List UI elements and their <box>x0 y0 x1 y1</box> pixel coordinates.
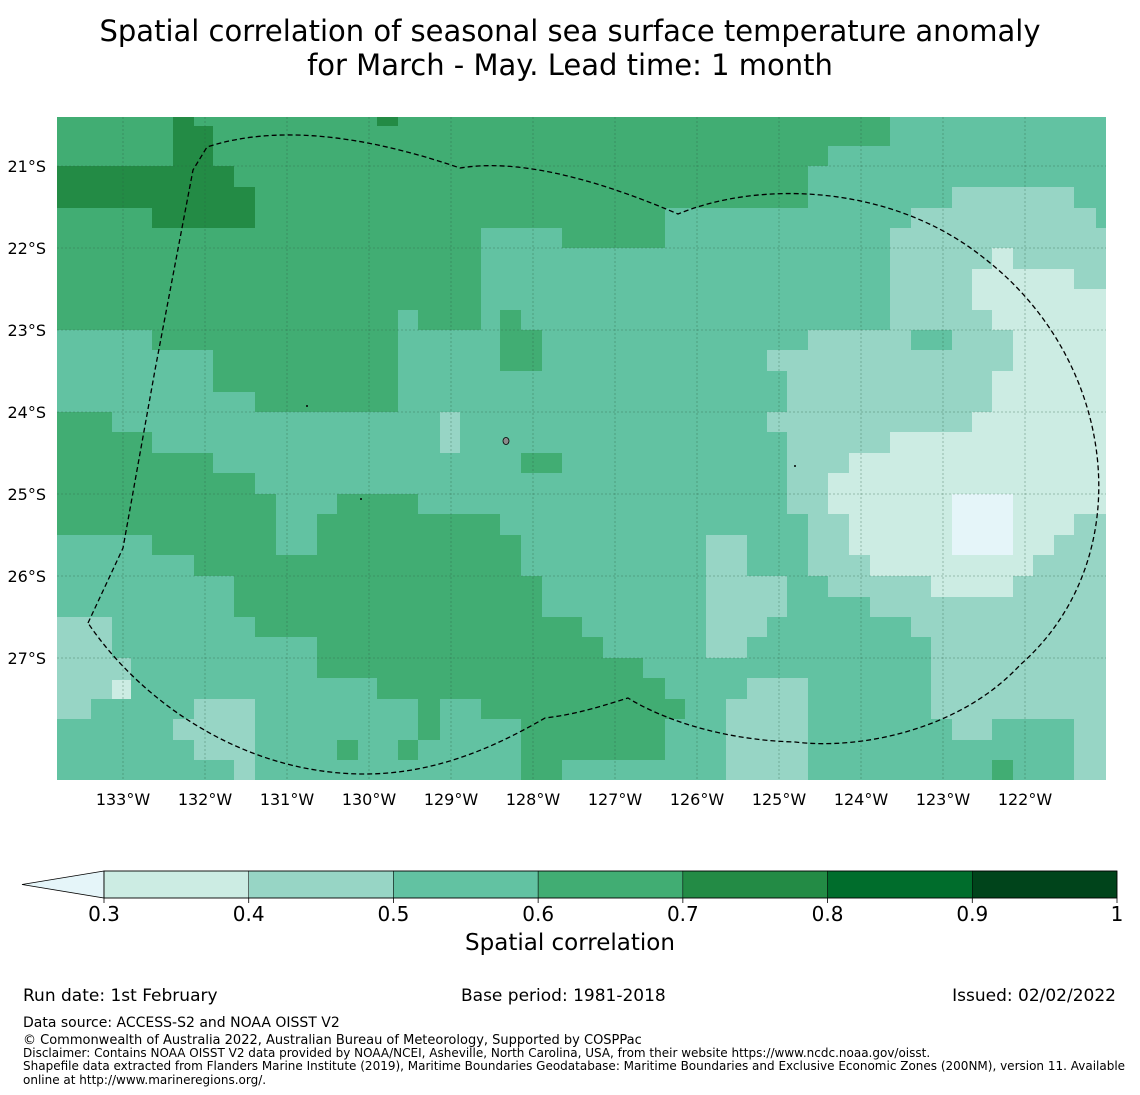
region-0.6 <box>337 740 358 760</box>
region-0.4 <box>706 535 787 658</box>
island <box>502 437 510 445</box>
colorbar-tick-label: 0.9 <box>956 902 988 926</box>
region-0.6 <box>57 412 685 780</box>
colorbar-segments <box>103 870 1118 899</box>
region-0.4 <box>440 412 460 453</box>
colorbar-under-arrow <box>21 870 105 899</box>
map-figure: 133°W 132°W 131°W 130°W 129°W 128°W 127°W 126°W… <box>7 117 1123 926</box>
latitude-label: 26°S <box>7 567 46 586</box>
colorbar-segment <box>393 870 539 899</box>
colorbar-segment <box>537 870 684 899</box>
region-0.6 <box>398 740 418 760</box>
copyright: © Commonwealth of Australia 2022, Austra… <box>23 1033 642 1048</box>
colorbar-segment <box>972 870 1118 899</box>
region-0.5 <box>276 494 337 555</box>
latitude-label: 22°S <box>7 239 46 258</box>
colorbar-tick-label: 1 <box>1111 902 1124 926</box>
colorbar-frame <box>103 870 1118 899</box>
colorbar-tick-label: 0.8 <box>812 902 844 926</box>
chart-title: Spatial correlation of seasonal sea surf… <box>0 14 1140 82</box>
latitude-label: 23°S <box>7 321 46 340</box>
region-0.3 <box>828 248 1106 597</box>
shapefile-credit-1: Shapefile data extracted from Flanders M… <box>23 1059 1126 1073</box>
longitude-label: 131°W <box>260 790 315 809</box>
latitude-label: 21°S <box>7 157 46 176</box>
colorbar-tick-label: 0.6 <box>522 902 554 926</box>
colorbar-segment <box>103 870 249 899</box>
disclaimer: Disclaimer: Contains NOAA OISST V2 data … <box>23 1046 931 1060</box>
longitude-label: 132°W <box>178 790 233 809</box>
region-0.6 <box>992 760 1013 780</box>
data-source: Data source: ACCESS-S2 and NOAA OISST V2 <box>23 1015 340 1031</box>
longitude-label: 130°W <box>342 790 397 809</box>
longitude-label: 133°W <box>96 790 151 809</box>
region-0.5 <box>911 330 952 350</box>
issued-date: Issued: 02/02/2022 <box>952 986 1116 1006</box>
island <box>306 405 308 407</box>
colorbar-tick-label: 0.4 <box>233 902 265 926</box>
colorbar-ticks: 0.3 0.4 0.5 0.6 0.7 0.8 0.9 1 <box>88 898 1123 926</box>
longitude-label: 125°W <box>752 790 807 809</box>
latitude-label: 27°S <box>7 649 46 668</box>
longitude-label: 124°W <box>834 790 889 809</box>
gridlines <box>57 117 1106 780</box>
longitude-label: 123°W <box>916 790 971 809</box>
region-0.5 <box>808 637 931 740</box>
island <box>794 465 796 467</box>
run-date: Run date: 1st February <box>23 986 218 1006</box>
islands <box>306 405 796 500</box>
region-0.6 <box>57 117 890 412</box>
latitude-labels: 21°S 22°S 23°S 24°S 25°S 26°S 27°S <box>7 157 46 668</box>
region-0.6 <box>500 310 542 371</box>
longitude-label: 126°W <box>670 790 725 809</box>
longitude-label: 127°W <box>588 790 643 809</box>
colorbar-segment <box>827 870 973 899</box>
shapefile-credit-2: online at http://www.marineregions.org/. <box>23 1073 267 1087</box>
title-line-1: Spatial correlation of seasonal sea surf… <box>99 14 1041 48</box>
region-0.4 <box>173 699 255 780</box>
region-0.4 <box>726 678 808 780</box>
longitude-label: 128°W <box>506 790 561 809</box>
colorbar-segment <box>248 870 394 899</box>
island <box>360 498 362 500</box>
eez-boundary-line <box>87 134 1100 775</box>
region-0.7 <box>57 117 255 228</box>
colorbar: 0.3 0.4 0.5 0.6 0.7 0.8 0.9 1 <box>21 870 1123 926</box>
region-0.6 <box>521 453 562 473</box>
title-line-2: for March - May. Lead time: 1 month <box>307 48 833 82</box>
region-0.5 <box>398 473 418 494</box>
colorbar-label: Spatial correlation <box>465 930 675 956</box>
latitude-label: 25°S <box>7 485 46 504</box>
region-below-0.3 <box>952 494 1013 555</box>
region-0.3 <box>112 680 131 699</box>
colorbar-tick-label: 0.7 <box>667 902 699 926</box>
longitude-label: 122°W <box>998 790 1053 809</box>
latitude-label: 24°S <box>7 403 46 422</box>
longitude-label: 129°W <box>424 790 479 809</box>
correlation-field <box>57 117 1106 780</box>
longitude-labels: 133°W 132°W 131°W 130°W 129°W 128°W 127°W 126°W… <box>96 790 1053 809</box>
colorbar-tick-label: 0.3 <box>88 902 120 926</box>
colorbar-tick-label: 0.5 <box>378 902 410 926</box>
colorbar-segment <box>682 870 828 899</box>
region-0.7 <box>377 117 398 126</box>
base-period: Base period: 1981-2018 <box>461 986 666 1006</box>
map-panel <box>57 117 1106 780</box>
